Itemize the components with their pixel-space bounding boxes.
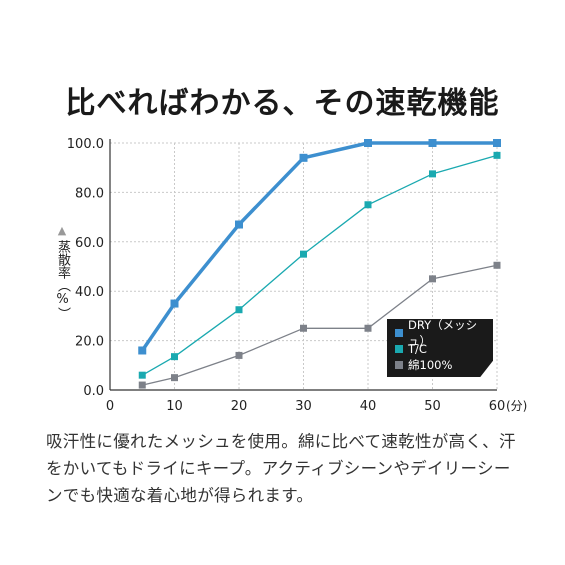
y-tick-label: 40.0 [75,285,104,300]
x-tick-label: 0 [106,399,114,414]
data-point-tc [364,201,372,209]
data-point-tc [429,170,436,178]
x-tick-label: 50 [424,399,441,414]
y-tick-label: 20.0 [75,335,104,350]
legend-label-tc: T/C [408,342,427,356]
data-point-cotton [171,374,178,382]
data-point-cotton [493,261,501,269]
y-axis-label: ▲ 蒸散率（%） [53,224,71,324]
data-point-dry [138,346,147,355]
data-point-tc [138,371,146,379]
legend-label-dry: DRY（メッシュ） [408,318,478,348]
page-title: 比べればわかる、その速乾機能 [65,86,500,121]
product-description: 吸汗性に優れたメッシュを使用。綿に比べて速乾性が高く、汗をかいてもドライにキープ… [46,432,516,505]
legend-label-cotton: 綿100% [408,358,453,372]
x-tick-labels: 0 10 20 30 40 50 60 (分) [106,399,528,414]
data-point-tc [171,353,178,361]
data-point-tc [300,250,307,258]
legend-swatch-tc [395,345,403,353]
data-point-dry [493,139,501,147]
y-tick-label: 80.0 [75,186,104,201]
data-point-tc [493,151,501,159]
legend-item-tc: T/C [395,341,493,357]
legend-swatch-cotton [395,361,403,369]
chart-grid [110,142,498,390]
data-point-dry [364,139,372,147]
y-tick-label: 0.0 [83,384,104,399]
x-tick-label: 20 [231,399,248,414]
data-point-dry [428,139,437,147]
chart-legend: DRY（メッシュ） T/C 綿100% [387,319,493,377]
y-tick-label: 60.0 [75,236,104,251]
legend-swatch-dry [395,329,403,337]
triangle-up-icon: ▲ [57,224,67,237]
data-point-tc [235,306,243,314]
y-tick-label: 100.0 [67,137,104,152]
legend-item-cotton: 綿100% [395,357,493,373]
series-points [138,139,501,389]
legend-item-dry: DRY（メッシュ） [395,319,493,348]
evaporation-line-chart: 0.0 20.0 40.0 60.0 80.0 100.0 0 10 20 30 40 50 60 (分… [67,137,528,414]
data-point-cotton [300,324,307,332]
y-axis-label-text: 蒸散率（%） [55,240,70,320]
x-tick-label: 40 [360,399,377,414]
data-point-dry [235,220,243,229]
y-tick-labels: 0.0 20.0 40.0 60.0 80.0 100.0 [67,137,104,399]
data-point-cotton [429,275,436,283]
data-point-cotton [364,324,372,332]
x-tick-label: 10 [166,399,183,414]
data-point-dry [170,299,179,308]
data-point-cotton [138,381,146,389]
x-unit-label: (分) [506,399,527,413]
data-point-cotton [235,351,243,359]
x-tick-label: 60 [489,399,506,414]
chart-axes [109,139,497,391]
data-point-dry [299,153,308,162]
x-tick-label: 30 [295,399,312,414]
